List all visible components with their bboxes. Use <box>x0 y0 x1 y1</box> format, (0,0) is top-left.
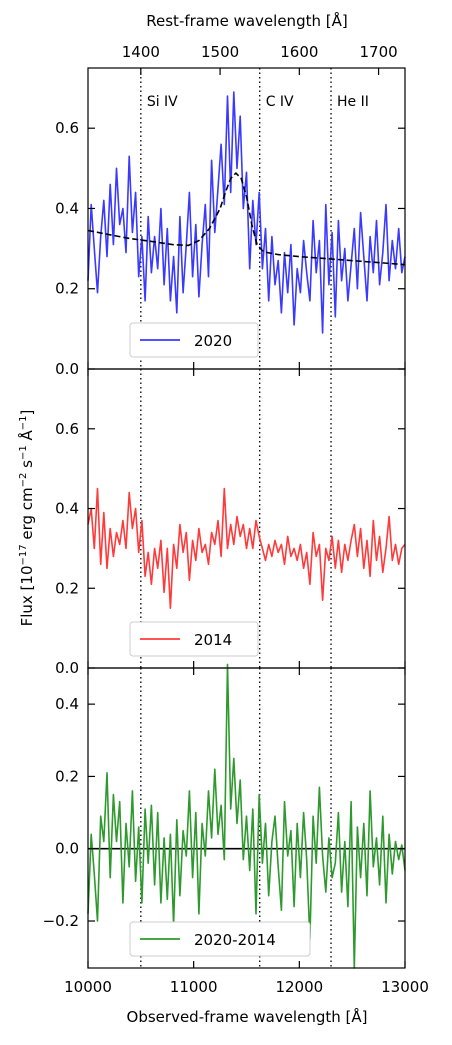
top-x-tick-label: 1600 <box>280 43 318 61</box>
y-tick-label: −0.2 <box>43 912 79 930</box>
legend-label: 2014 <box>194 631 232 649</box>
line-label-si-iv: Si IV <box>147 94 178 110</box>
panel-2020: 0.0 0.2 0.4 0.6 2020 <box>55 67 406 378</box>
y-tick-label: 0.2 <box>55 767 79 785</box>
y-tick-label: 0.0 <box>55 840 79 858</box>
y-tick-label: 0.2 <box>55 579 79 597</box>
y-tick-label: 0.0 <box>55 360 79 378</box>
x-tick-label: 12000 <box>275 978 323 996</box>
x-axis-title: Observed-frame wavelength [Å] <box>127 1007 368 1026</box>
line-label-c-iv: C IV <box>266 94 294 110</box>
top-x-tick-label: 1400 <box>122 43 160 61</box>
x-tick-label: 10000 <box>64 978 112 996</box>
y-axis-title: Flux [10−17 erg cm−2 s−1 Å−1] <box>17 410 36 627</box>
legend-2020: 2020 <box>129 322 259 358</box>
legend-2020-2014: 2020-2014 <box>129 921 311 957</box>
line-label-he-ii: He II <box>337 94 369 110</box>
panel-2020-2014: −0.2 0.0 0.2 0.4 2020-2014 <box>43 663 406 969</box>
panel-2014: 0.0 0.2 0.4 0.6 2014 <box>55 368 406 677</box>
y-tick-label: 0.4 <box>55 199 79 217</box>
y-tick-label: 0.6 <box>55 119 79 137</box>
top-axis-title: Rest-frame wavelength [Å] <box>146 11 347 30</box>
top-x-tick-label: 1700 <box>359 43 397 61</box>
series-line-2020-2014 <box>87 663 406 969</box>
top-x-tick-label: 1500 <box>201 43 239 61</box>
legend-box <box>129 921 311 957</box>
y-tick-label: 0.4 <box>55 695 79 713</box>
panel-frame <box>87 667 406 969</box>
y-tick-label: 0.4 <box>55 500 79 518</box>
x-tick-label: 13000 <box>381 978 429 996</box>
series-line-2014 <box>87 487 406 610</box>
x-tick-label: 11000 <box>170 978 218 996</box>
legend-label: 2020-2014 <box>194 931 276 949</box>
y-tick-label: 0.6 <box>55 420 79 438</box>
y-tick-label: 0.0 <box>55 659 79 677</box>
legend-box <box>129 621 259 657</box>
legend-2014: 2014 <box>129 621 259 657</box>
legend-label: 2020 <box>194 332 232 350</box>
y-tick-label: 0.2 <box>55 280 79 298</box>
series-line-2020 <box>87 91 406 334</box>
legend-box <box>129 322 259 358</box>
model-fit-line <box>87 171 406 266</box>
